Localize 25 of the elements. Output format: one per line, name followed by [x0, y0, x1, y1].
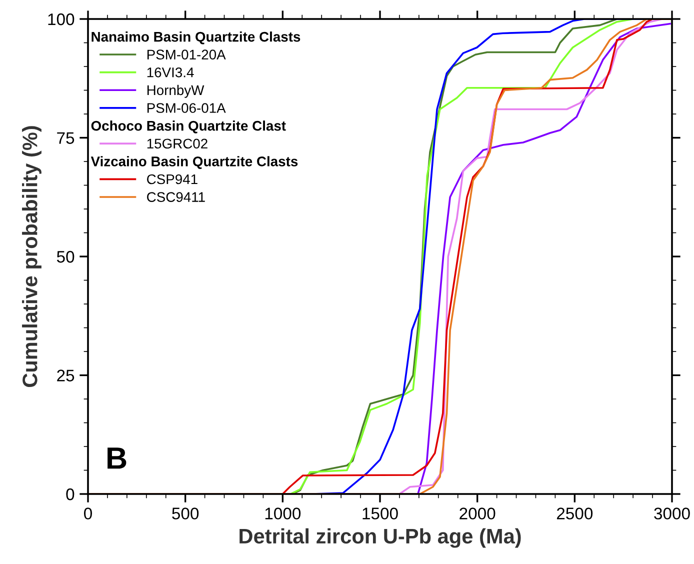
- y-tick-label: 50: [56, 250, 74, 263]
- y-tick-label: 0: [66, 488, 74, 500]
- y-tick-label: 25: [57, 370, 74, 382]
- legend-label: PSM-01-20A: [147, 50, 226, 60]
- x-tick-label: 2500: [556, 508, 593, 520]
- x-tick-label: 3000: [654, 508, 690, 520]
- y-axis-title: Cumulative probability (%): [22, 126, 42, 388]
- x-axis-title: Detrital zircon U-Pb age (Ma): [240, 528, 521, 548]
- x-tick-label: 0: [84, 508, 92, 520]
- x-tick-label: 1000: [265, 508, 301, 520]
- y-tick-label: 75: [57, 132, 74, 144]
- x-tick-label: 500: [172, 508, 199, 520]
- y-tick-label: 100: [48, 13, 74, 26]
- annotation: B: [108, 448, 126, 469]
- annotation: Vizcaino Basin Quartzite Clasts: [90, 156, 298, 169]
- x-tick-label: 2000: [460, 508, 496, 520]
- x-tick-label: 1500: [362, 508, 398, 520]
- legend-label: 15GRC02: [147, 138, 208, 149]
- legend-label: HornbyW: [147, 84, 204, 98]
- legend-label: PSM-06-01A: [147, 103, 226, 113]
- legend-label: CSC9411: [147, 192, 205, 202]
- legend-label: 16VI3.4: [147, 67, 194, 78]
- legend-label: CSP941: [147, 174, 198, 184]
- annotation: Nanaimo Basin Quartzite Clasts: [92, 32, 300, 44]
- annotation: Ochoco Basin Quartzite Clast: [91, 120, 286, 134]
